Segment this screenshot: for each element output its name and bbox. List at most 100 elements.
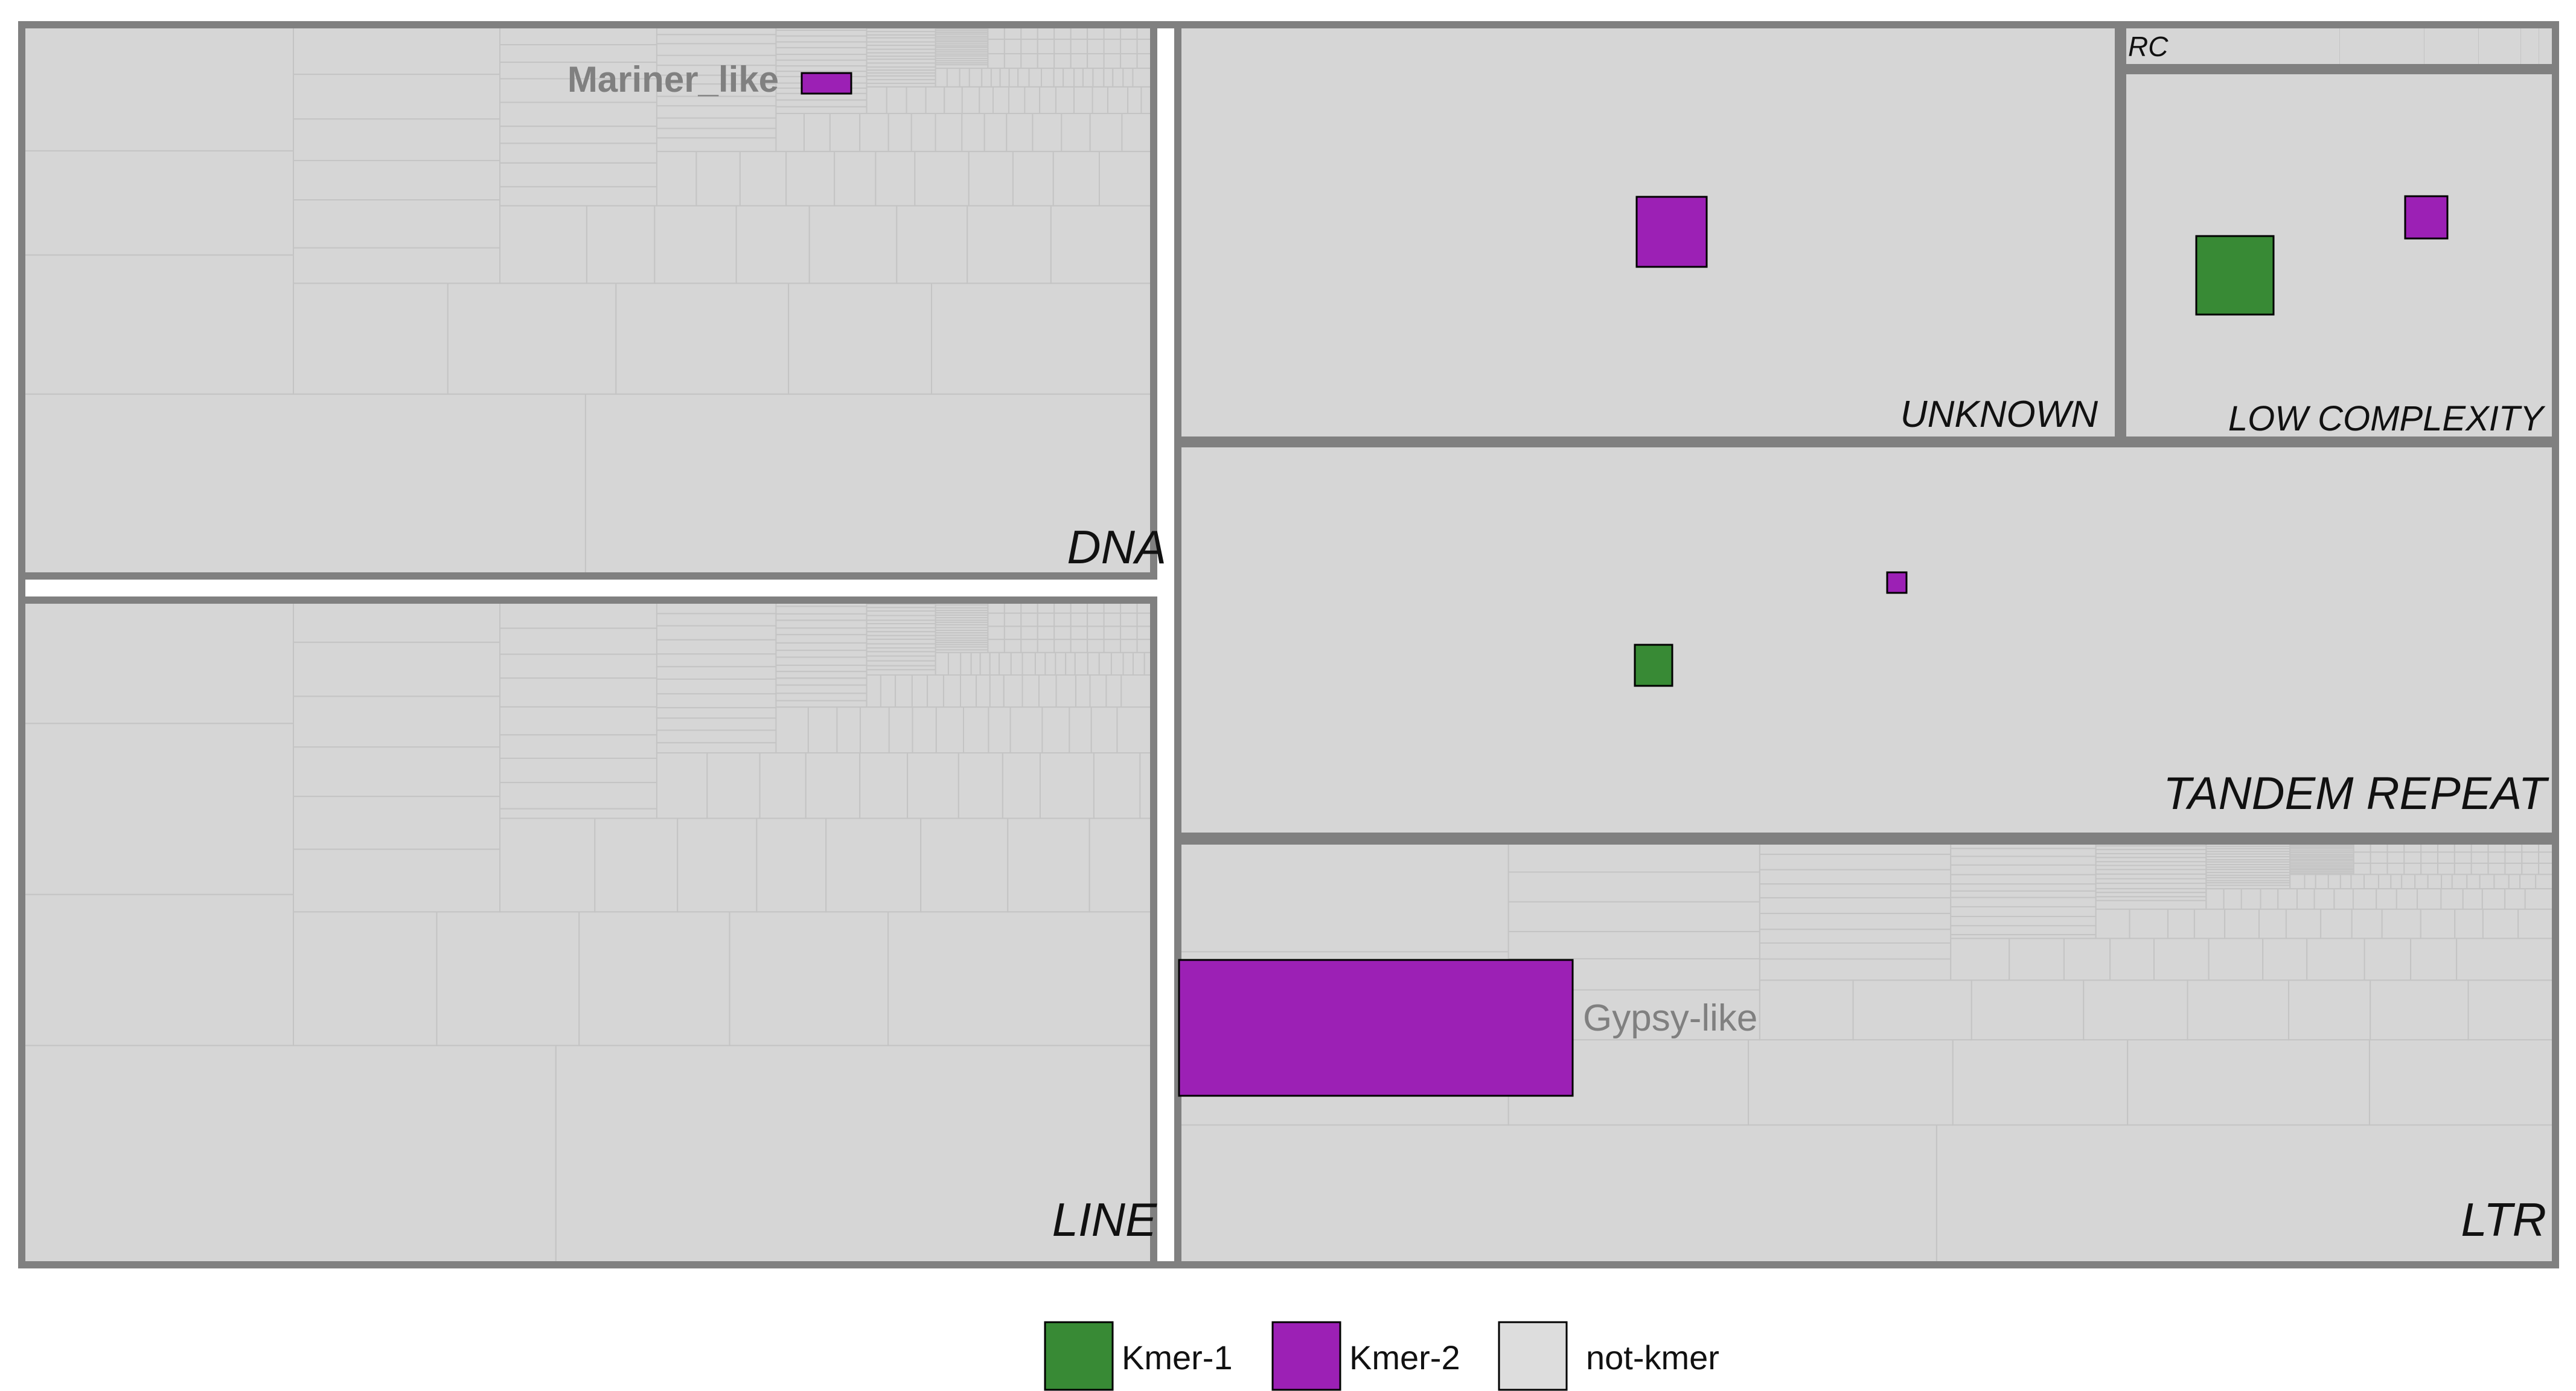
tile (1070, 612, 1088, 627)
category-border-tandem (1174, 440, 2559, 840)
tile (735, 205, 810, 284)
tile (906, 86, 927, 114)
tile (1012, 150, 1054, 206)
tile (2466, 874, 2481, 890)
kmer-mark-tandem-repeat-5 (1634, 644, 1673, 687)
tile (656, 707, 777, 719)
tile (729, 911, 889, 1046)
tile (836, 706, 861, 754)
tile (21, 1044, 557, 1266)
tile (1003, 625, 1022, 641)
tile (1110, 651, 1124, 676)
tile (912, 706, 937, 754)
tile (866, 623, 936, 628)
tile (1075, 674, 1091, 708)
tile (1089, 112, 1123, 152)
tile (1017, 67, 1030, 88)
tile (1107, 86, 1129, 114)
tile (1021, 651, 1036, 676)
tile (1116, 706, 1154, 754)
tile (1507, 871, 1760, 903)
tile (2479, 874, 2495, 890)
tile (586, 205, 656, 284)
tile (887, 911, 1155, 1046)
tile (21, 600, 294, 724)
category-label-tandem-repeat: TANDEM REPEAT (2163, 768, 2549, 819)
tile (946, 67, 960, 88)
tile (2296, 888, 2315, 910)
tile (1177, 840, 1509, 953)
tile (992, 86, 1010, 114)
tile (1020, 38, 1038, 54)
tile (2381, 908, 2421, 939)
tile (1024, 86, 1041, 114)
tile (2285, 908, 2322, 939)
tile (987, 625, 1005, 641)
tile (947, 651, 962, 676)
tile (2313, 888, 2335, 910)
tile (935, 649, 989, 653)
tile-divider (2339, 25, 2340, 68)
tile (2504, 862, 2523, 875)
category-border-ltr (1174, 837, 2559, 1268)
kmer-marks (801, 72, 2449, 1097)
tile (499, 600, 657, 629)
tile (293, 696, 500, 748)
tile (1090, 706, 1118, 754)
tile (866, 669, 936, 676)
category-label-ltr: LTR (2461, 1193, 2546, 1246)
tile (1008, 67, 1019, 88)
tile (2193, 908, 2226, 939)
tile (293, 641, 500, 697)
legend-label-kmer1: Kmer-1 (1122, 1338, 1233, 1377)
tile (656, 729, 777, 744)
tile (1105, 674, 1122, 708)
tile (775, 677, 868, 686)
tile (1950, 848, 2097, 857)
tile (859, 112, 889, 152)
tile (866, 86, 887, 114)
tile (1121, 112, 1155, 152)
tile (775, 684, 868, 694)
tile (968, 150, 1014, 206)
tile (925, 86, 945, 114)
tile (2350, 874, 2365, 890)
tile (2456, 938, 2556, 981)
tile (2306, 938, 2365, 981)
tile (960, 651, 972, 676)
tile (1088, 817, 1155, 913)
tile (1073, 86, 1093, 114)
tile (775, 650, 868, 658)
tile (293, 848, 500, 913)
tile (1020, 639, 1038, 653)
tile (875, 150, 916, 206)
tile (293, 600, 500, 643)
tile (656, 127, 777, 139)
tile (739, 150, 787, 206)
tile (1103, 53, 1122, 69)
kmer-mark-low-complexity-4 (2404, 195, 2449, 240)
tile (656, 742, 777, 754)
tile (656, 666, 777, 680)
tile (775, 35, 868, 43)
tile (2224, 908, 2260, 939)
tile (2240, 888, 2261, 910)
tile (499, 627, 657, 655)
tile (2095, 857, 2207, 863)
family-label-gypsy-like: Gypsy-like (1583, 997, 1757, 1039)
tile (2289, 874, 2306, 890)
tile (293, 247, 500, 284)
tile (1950, 925, 2097, 936)
tile (1952, 1039, 2129, 1126)
tile (1759, 929, 1952, 944)
tile (775, 706, 809, 754)
tile (2370, 862, 2388, 875)
tile (656, 639, 777, 655)
tile (499, 44, 657, 63)
category-label-rc: RC (2128, 31, 2169, 62)
tile (775, 619, 868, 629)
tile (499, 782, 657, 810)
tile (1120, 38, 1138, 54)
legend: Kmer-1 Kmer-2 not-kmer (1044, 1321, 1719, 1391)
tile (2524, 888, 2557, 910)
